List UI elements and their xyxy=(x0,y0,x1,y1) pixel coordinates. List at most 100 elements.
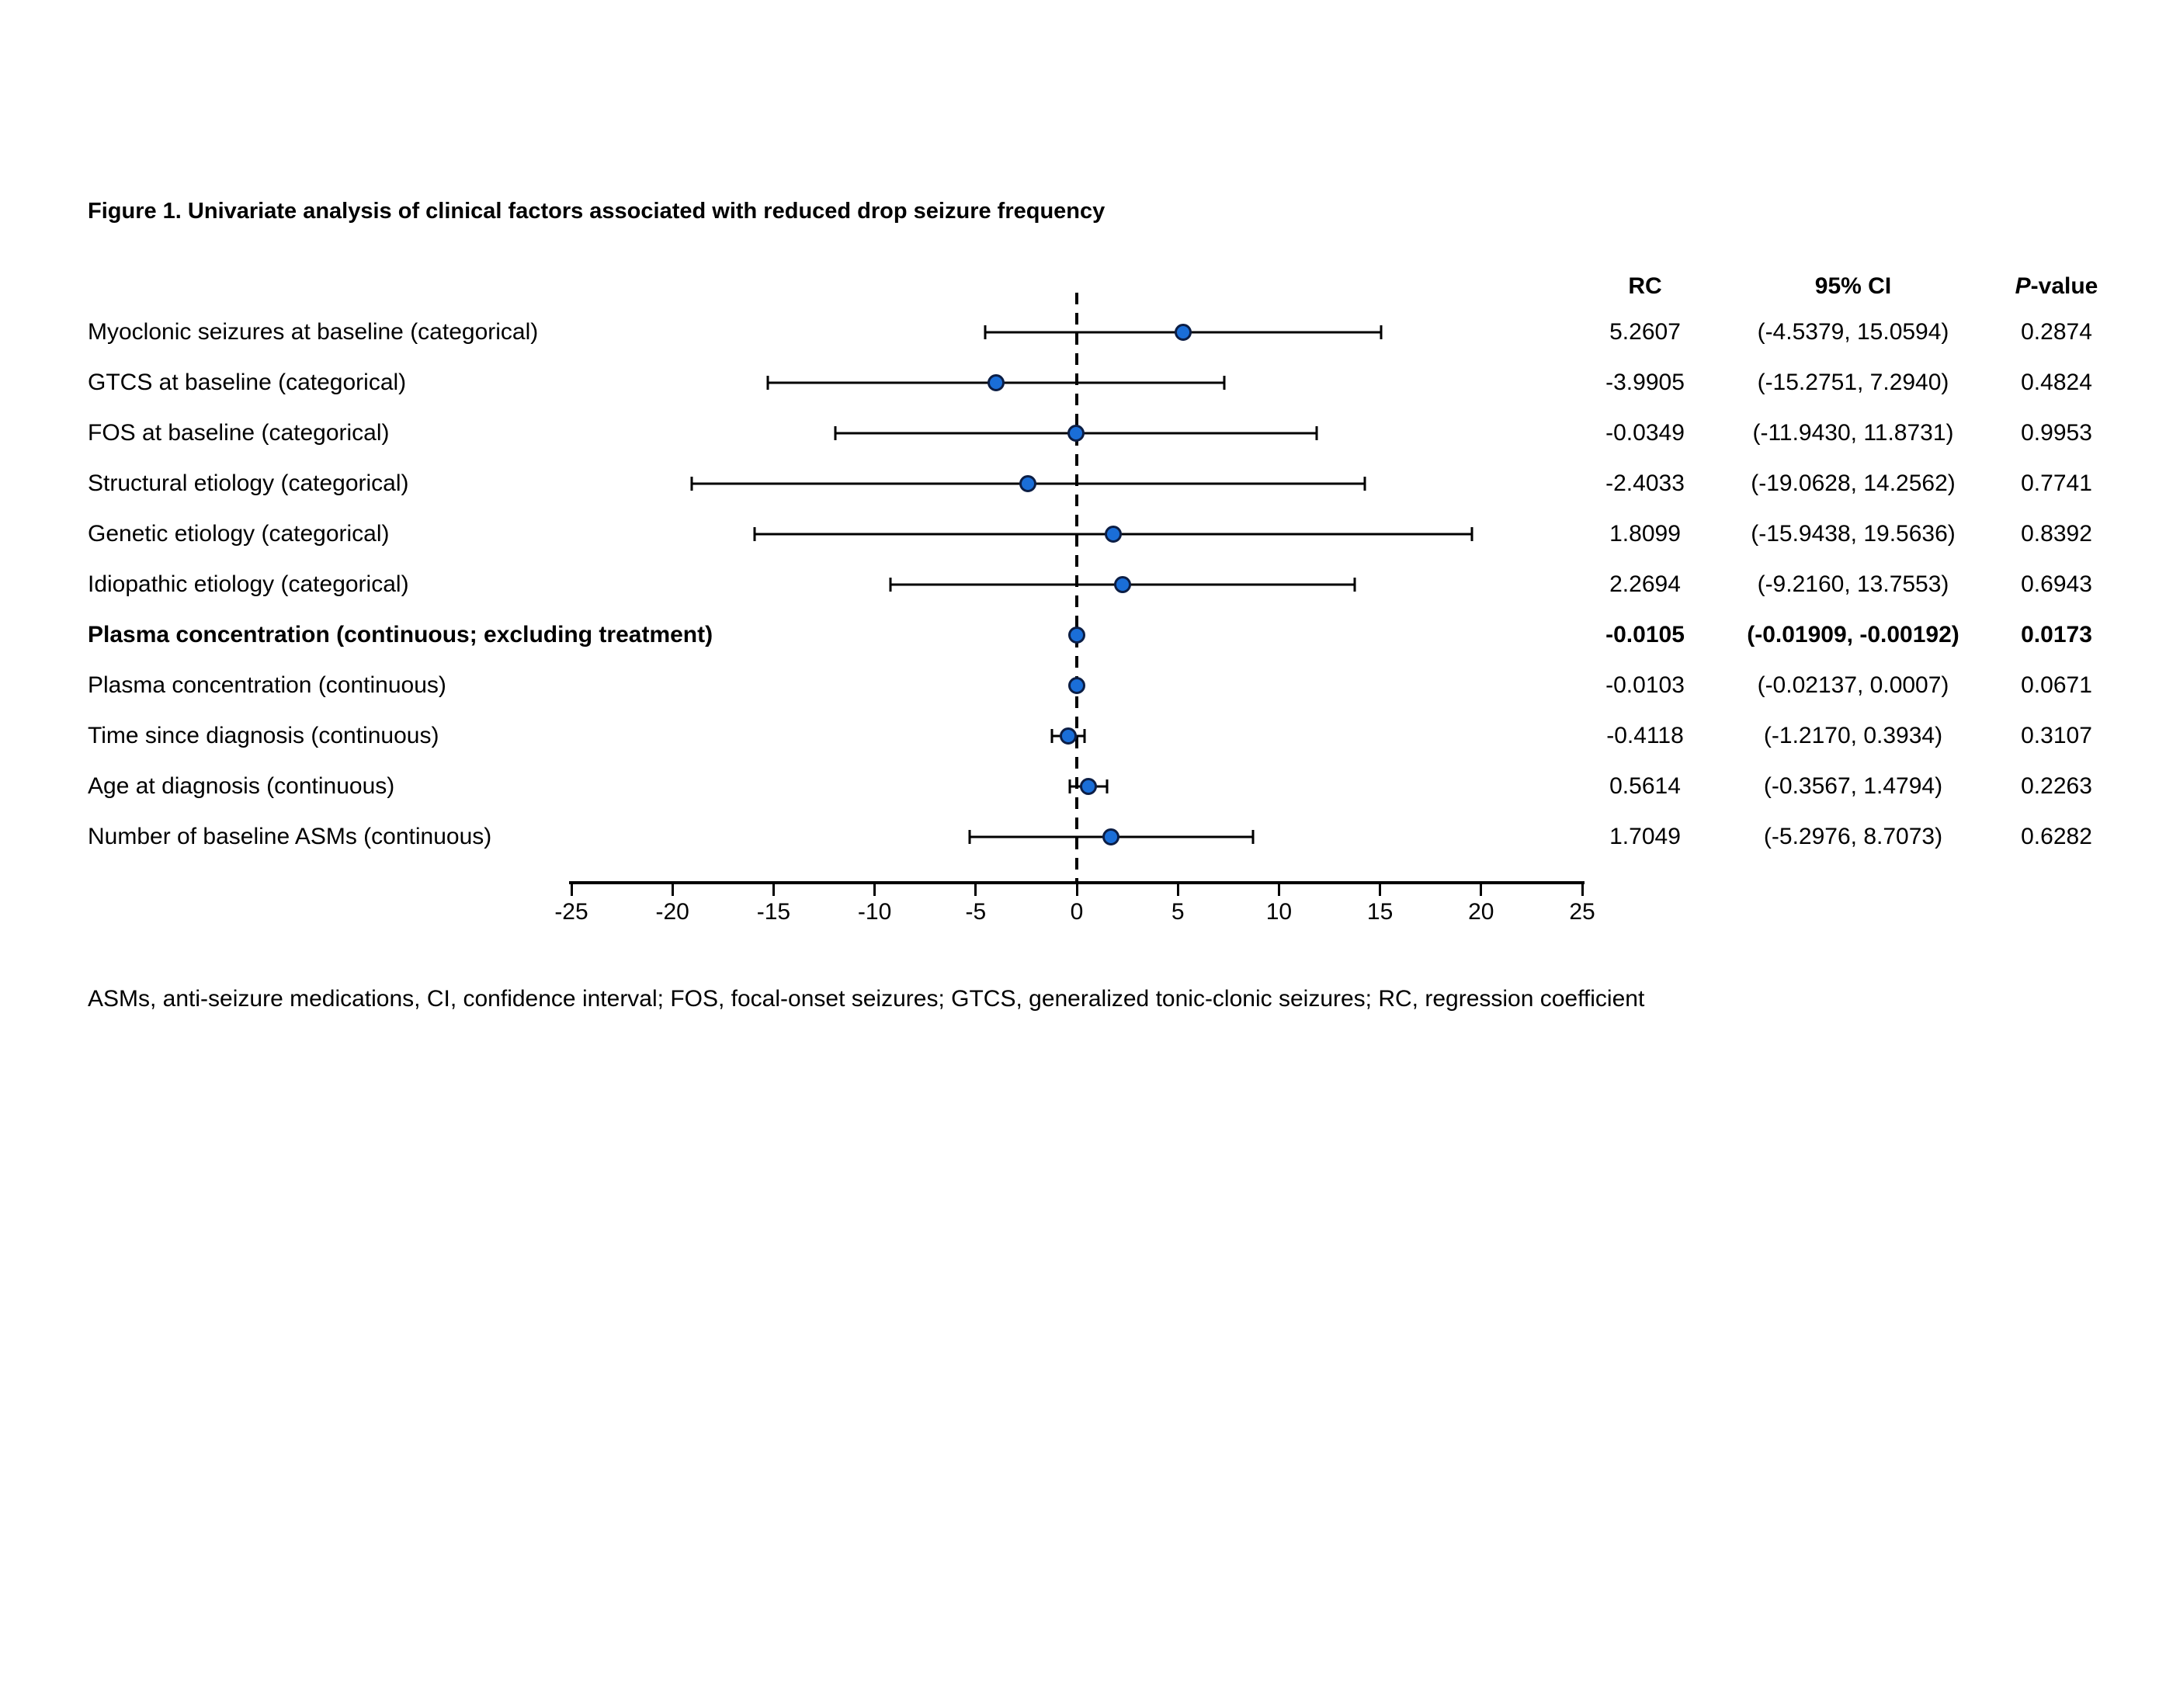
point-estimate-marker xyxy=(1105,526,1123,543)
ci-cap-left xyxy=(1050,729,1053,743)
ci-cap-left xyxy=(984,325,987,339)
p-value: 0.2874 xyxy=(2021,319,2092,345)
row-label: Genetic etiology (categorical) xyxy=(88,521,390,547)
p-value: 0.7741 xyxy=(2021,470,2092,496)
x-axis-tick-label: 20 xyxy=(1468,899,1494,925)
x-axis-tick-label: -5 xyxy=(965,899,987,925)
ci-value: (-1.2170, 0.3934) xyxy=(1763,723,1943,748)
ci-cap-left xyxy=(968,830,971,844)
x-axis-tick-label: 10 xyxy=(1265,899,1293,925)
ci-value: (-0.3567, 1.4794) xyxy=(1763,773,1943,799)
row-label: FOS at baseline (categorical) xyxy=(88,420,390,446)
ci-cap-right xyxy=(1315,426,1318,440)
ci-cap-left xyxy=(690,477,693,491)
point-estimate-marker xyxy=(1102,828,1120,845)
row-label: Plasma concentration (continuous; exclud… xyxy=(88,622,713,647)
row-label: Myoclonic seizures at baseline (categori… xyxy=(88,319,539,345)
rc-value: 2.2694 xyxy=(1609,571,1681,597)
x-axis-tick-label: -20 xyxy=(655,899,689,925)
ci-value: (-5.2976, 8.7073) xyxy=(1763,824,1943,849)
ci-cap-right xyxy=(1251,830,1255,844)
p-value: 0.6943 xyxy=(2021,571,2092,597)
row-label: Idiopathic etiology (categorical) xyxy=(88,571,409,597)
x-axis-tick-label: 25 xyxy=(1569,899,1595,925)
x-axis-tick xyxy=(974,884,977,896)
zero-reference-line xyxy=(1075,293,1078,884)
ci-cap-left xyxy=(1068,779,1071,793)
rc-value: -2.4033 xyxy=(1605,470,1685,496)
ci-value: (-19.0628, 14.2562) xyxy=(1751,470,1956,496)
ci-value: (-9.2160, 13.7553) xyxy=(1757,571,1949,597)
x-axis-tick xyxy=(772,884,775,896)
x-axis-tick-label: -25 xyxy=(554,899,588,925)
ci-cap-left xyxy=(753,527,756,541)
point-estimate-marker xyxy=(988,374,1005,391)
point-estimate-marker xyxy=(1067,425,1085,442)
row-label: Structural etiology (categorical) xyxy=(88,470,409,496)
x-axis-tick xyxy=(1176,884,1179,896)
ci-value: (-15.9438, 19.5636) xyxy=(1751,521,1956,547)
x-axis-tick xyxy=(570,884,573,896)
column-header-rc: RC xyxy=(1628,273,1662,299)
ci-cap-right xyxy=(1353,578,1356,592)
p-value: 0.6282 xyxy=(2021,824,2092,849)
point-estimate-marker xyxy=(1067,627,1085,644)
rc-value: 5.2607 xyxy=(1609,319,1681,345)
ci-value: (-4.5379, 15.0594) xyxy=(1757,319,1949,345)
x-axis-tick-label: -15 xyxy=(756,899,791,925)
ci-cap-right xyxy=(1223,376,1226,390)
p-value: 0.4824 xyxy=(2021,370,2092,395)
p-value: 0.2263 xyxy=(2021,773,2092,799)
row-label: Plasma concentration (continuous) xyxy=(88,672,446,698)
rc-value: 0.5614 xyxy=(1609,773,1681,799)
ci-value: (-11.9430, 11.8731) xyxy=(1752,420,1954,446)
p-value: 0.0173 xyxy=(2021,622,2092,647)
p-value: 0.8392 xyxy=(2021,521,2092,547)
rc-value: -0.0349 xyxy=(1605,420,1685,446)
row-label: GTCS at baseline (categorical) xyxy=(88,370,407,395)
point-estimate-marker xyxy=(1114,576,1132,593)
row-label: Number of baseline ASMs (continuous) xyxy=(88,824,492,849)
rc-value: -0.0103 xyxy=(1605,672,1685,698)
rc-value: -0.0105 xyxy=(1605,622,1685,647)
x-axis-line xyxy=(569,881,1585,884)
pvalue-header-p-italic: P xyxy=(2015,273,2031,299)
p-value: 0.3107 xyxy=(2021,723,2092,748)
x-axis-tick xyxy=(671,884,674,896)
column-header-pvalue: P-value xyxy=(2015,273,2098,300)
ci-cap-right xyxy=(1363,477,1366,491)
ci-value: (-0.01909, -0.00192) xyxy=(1747,622,1959,647)
x-axis-tick xyxy=(1075,884,1078,896)
p-value: 0.0671 xyxy=(2021,672,2092,698)
x-axis-tick xyxy=(1277,884,1280,896)
rc-value: -0.4118 xyxy=(1606,723,1684,748)
ci-value: (-0.02137, 0.0007) xyxy=(1757,672,1949,698)
abbreviations-footnote: ASMs, anti-seizure medications, CI, conf… xyxy=(88,986,1645,1012)
rc-value: 1.7049 xyxy=(1609,824,1681,849)
x-axis-tick-label: 0 xyxy=(1070,899,1084,925)
point-estimate-marker xyxy=(1067,677,1085,694)
x-axis-tick xyxy=(1480,884,1483,896)
ci-value: (-15.2751, 7.2940) xyxy=(1757,370,1949,395)
rc-value: 1.8099 xyxy=(1609,521,1681,547)
ci-cap-right xyxy=(1380,325,1383,339)
x-axis-tick xyxy=(1581,884,1584,896)
x-axis-tick-label: -10 xyxy=(857,899,892,925)
rc-value: -3.9905 xyxy=(1605,370,1685,395)
pvalue-header-suffix: -value xyxy=(2030,273,2098,299)
ci-cap-left xyxy=(766,376,769,390)
p-value: 0.9953 xyxy=(2021,420,2092,446)
ci-cap-left xyxy=(834,426,837,440)
x-axis-tick-label: 5 xyxy=(1171,899,1185,925)
ci-cap-right xyxy=(1083,729,1086,743)
row-label: Time since diagnosis (continuous) xyxy=(88,723,439,748)
ci-cap-right xyxy=(1106,779,1109,793)
ci-cap-left xyxy=(889,578,892,592)
point-estimate-marker xyxy=(1174,324,1192,341)
x-axis-tick xyxy=(1379,884,1382,896)
figure-title: Figure 1. Univariate analysis of clinica… xyxy=(88,199,1106,224)
point-estimate-marker xyxy=(1060,727,1078,745)
point-estimate-marker xyxy=(1019,475,1037,492)
x-axis-tick xyxy=(873,884,876,896)
